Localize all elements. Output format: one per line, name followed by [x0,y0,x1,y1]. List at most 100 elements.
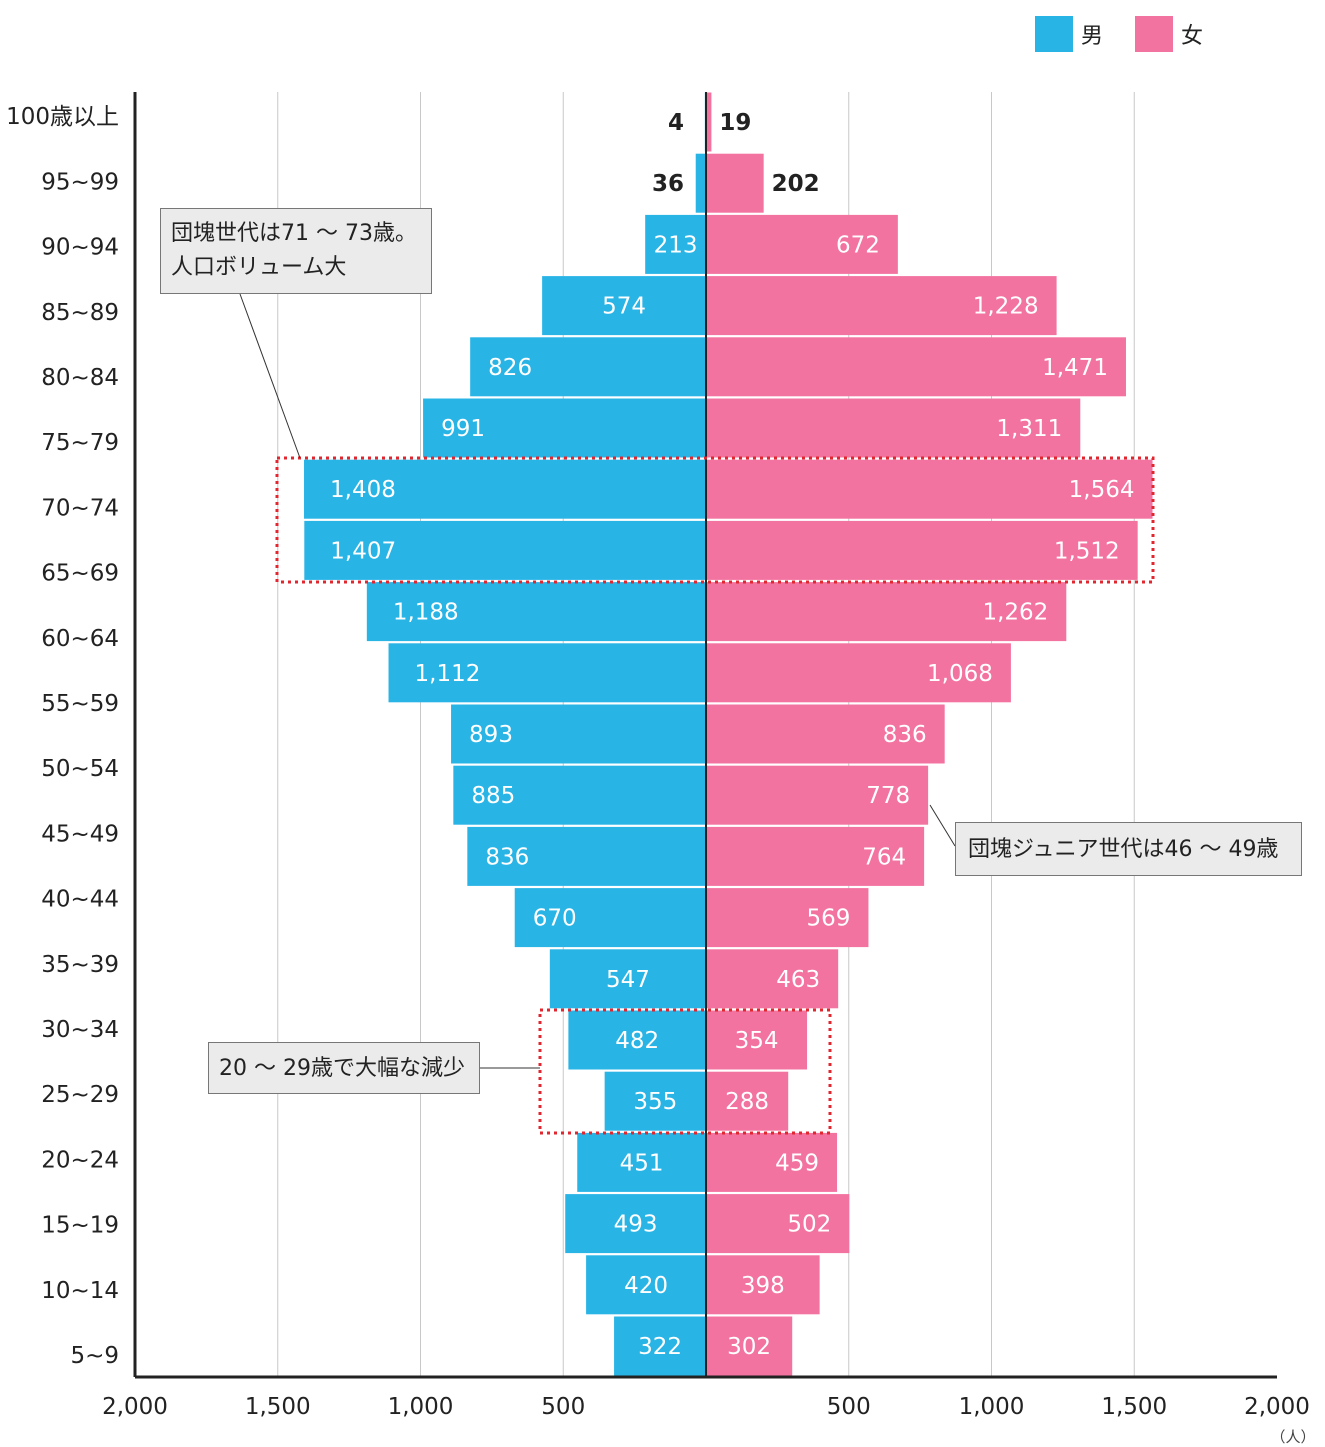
bar-male-14 [304,459,706,519]
value-label-female-19: 202 [772,171,820,197]
value-label-female-16: 1,471 [1042,355,1108,381]
value-label-male-16: 826 [488,355,532,381]
value-label-male-11: 1,112 [415,661,481,687]
value-label-male-14: 1,408 [330,477,396,503]
bar-male-10 [451,704,706,764]
bar-female-16 [706,337,1126,397]
value-label-male-18: 213 [654,232,698,258]
x-tick-label-4: 500 [827,1394,871,1420]
legend-male: 男 [1035,16,1103,52]
value-label-male-17: 574 [602,294,646,320]
value-label-male-6: 547 [606,967,650,993]
bar-female-9 [706,765,929,825]
bar-male-6 [549,949,706,1009]
bar-female-5 [706,1010,808,1070]
callout-20s-decline-text: 20 ～ 29歳で大幅な減少 [219,1056,465,1081]
x-tick-label-2: 1,000 [388,1394,454,1420]
age-label-4: 25~29 [41,1082,119,1108]
value-label-male-9: 885 [471,783,515,809]
x-tick-label-0: 2,000 [102,1394,168,1420]
value-label-male-2: 493 [614,1212,658,1238]
value-label-female-9: 778 [866,783,910,809]
age-label-0: 5~9 [70,1343,119,1369]
bar-male-18 [645,214,706,274]
value-label-male-0: 322 [638,1334,682,1360]
bar-female-8 [706,826,925,886]
bar-female-7 [706,888,869,948]
bar-male-2 [565,1194,706,1254]
x-tick-label-7: 2,000 [1244,1394,1310,1420]
value-label-female-2: 502 [787,1212,831,1238]
bar-female-0 [706,1316,793,1376]
bar-male-5 [568,1010,706,1070]
value-label-male-10: 893 [469,722,513,748]
legend-male-label: 男 [1081,24,1104,49]
leader-dankai [239,293,301,459]
bar-male-1 [586,1255,706,1315]
x-tick-label-3: 500 [541,1394,585,1420]
bar-male-7 [514,888,706,948]
value-label-male-7: 670 [533,906,577,932]
bar-male-4 [604,1071,706,1131]
value-label-female-12: 1,262 [982,600,1048,626]
age-label-13: 70~74 [41,495,119,521]
value-label-male-20: 4 [668,110,684,136]
age-label-18: 95~99 [41,169,119,195]
callout-20s-decline: 20 ～ 29歳で大幅な減少 [208,1042,480,1094]
bar-female-18 [706,214,898,274]
age-label-5: 30~34 [41,1017,119,1043]
callout-dankai-line1: 団塊世代は71 ～ 73歳。 [171,221,417,246]
age-label-9: 50~54 [41,756,119,782]
bar-male-3 [577,1132,706,1192]
value-label-female-18: 672 [836,232,880,258]
bar-female-2 [706,1194,850,1254]
bar-female-6 [706,949,839,1009]
highlight-20s [538,1008,832,1135]
value-label-female-15: 1,311 [996,416,1062,442]
bar-male-0 [614,1316,706,1376]
highlight-dankai [275,456,1155,584]
value-label-female-20: 19 [719,110,751,136]
age-label-2: 15~19 [41,1213,119,1239]
bar-male-13 [304,520,706,580]
value-label-male-8: 836 [485,844,529,870]
value-label-male-3: 451 [620,1150,664,1176]
value-label-female-7: 569 [807,906,851,932]
age-label-15: 80~84 [41,365,119,391]
bar-female-19 [706,153,764,213]
bar-male-12 [366,582,706,642]
value-label-female-11: 1,068 [927,661,993,687]
age-label-3: 20~24 [41,1147,119,1173]
age-label-12: 65~69 [41,561,119,587]
unit-label: （人） [1270,1428,1315,1446]
callout-dankai-junior-text: 団塊ジュニア世代は46 ～ 49歳 [968,837,1279,862]
age-label-19: 100歳以上 [6,104,119,130]
age-label-14: 75~79 [41,430,119,456]
value-label-male-1: 420 [624,1273,668,1299]
age-label-16: 85~89 [41,300,119,326]
age-label-10: 55~59 [41,691,119,717]
bar-male-16 [470,337,706,397]
value-label-male-15: 991 [441,416,485,442]
value-label-female-13: 1,512 [1054,538,1120,564]
bar-male-15 [423,398,706,458]
bar-female-14 [706,459,1153,519]
bar-male-11 [388,643,706,703]
bar-female-4 [706,1071,789,1131]
legend-male-swatch [1035,16,1073,52]
value-label-female-6: 463 [776,967,820,993]
x-tick-label-5: 1,000 [959,1394,1025,1420]
age-label-17: 90~94 [41,235,119,261]
callout-dankai: 団塊世代は71 ～ 73歳。 人口ボリューム大 [160,208,432,294]
value-label-female-17: 1,228 [973,294,1039,320]
legend-female: 女 [1135,16,1203,52]
value-label-female-10: 836 [883,722,927,748]
value-label-female-8: 764 [862,844,906,870]
value-label-female-0: 302 [727,1334,771,1360]
callout-dankai-line2: 人口ボリューム大 [171,255,347,281]
value-label-male-12: 1,188 [393,600,459,626]
age-label-11: 60~64 [41,626,119,652]
age-label-7: 40~44 [41,887,119,913]
bar-female-13 [706,520,1138,580]
